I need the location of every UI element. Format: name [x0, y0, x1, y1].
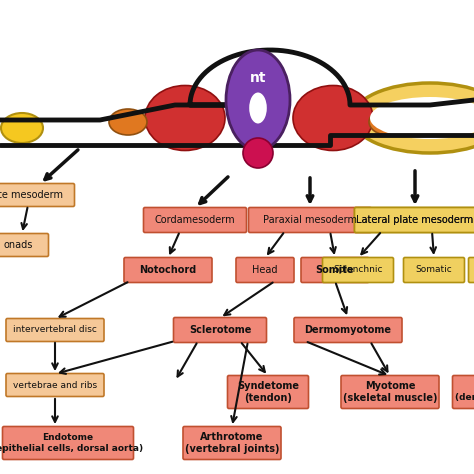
Text: Derm...
(dermis, ske...): Derm... (dermis, ske...) — [456, 383, 474, 401]
Text: Dermomyotome: Dermomyotome — [304, 325, 392, 335]
Text: Myotome
(skeletal muscle): Myotome (skeletal muscle) — [343, 381, 437, 403]
Text: Paraxial mesoderm: Paraxial mesoderm — [263, 215, 357, 225]
FancyBboxPatch shape — [248, 208, 372, 233]
Ellipse shape — [145, 85, 225, 151]
FancyBboxPatch shape — [294, 318, 402, 343]
FancyBboxPatch shape — [355, 208, 474, 233]
FancyBboxPatch shape — [6, 374, 104, 396]
Text: Lateral plate mesoderm: Lateral plate mesoderm — [356, 215, 474, 225]
Text: Cordamesoderm: Cordamesoderm — [155, 215, 235, 225]
FancyBboxPatch shape — [236, 257, 294, 283]
Text: intervertebral disc: intervertebral disc — [13, 326, 97, 335]
FancyBboxPatch shape — [183, 427, 281, 459]
FancyBboxPatch shape — [6, 319, 104, 341]
FancyBboxPatch shape — [355, 208, 474, 233]
Ellipse shape — [109, 109, 147, 135]
FancyBboxPatch shape — [0, 183, 74, 207]
FancyBboxPatch shape — [0, 234, 48, 256]
Text: Somatic: Somatic — [416, 265, 452, 274]
Text: Endotome
(epithelial cells, dorsal aorta): Endotome (epithelial cells, dorsal aorta… — [0, 433, 144, 453]
Ellipse shape — [293, 85, 373, 151]
FancyBboxPatch shape — [144, 208, 246, 233]
FancyBboxPatch shape — [2, 427, 134, 459]
Text: ate mesoderm: ate mesoderm — [0, 190, 64, 200]
FancyBboxPatch shape — [301, 257, 369, 283]
Ellipse shape — [353, 83, 474, 153]
Text: vertebrae and ribs: vertebrae and ribs — [13, 381, 97, 390]
FancyBboxPatch shape — [322, 257, 393, 283]
Text: Arthrotome
(vertebral joints): Arthrotome (vertebral joints) — [185, 432, 279, 454]
Text: Lateral plate mesoderm: Lateral plate mesoderm — [356, 215, 474, 225]
Text: Splanchnic: Splanchnic — [333, 265, 383, 274]
FancyBboxPatch shape — [468, 257, 474, 283]
Ellipse shape — [226, 50, 290, 150]
Ellipse shape — [370, 97, 474, 139]
Text: nt: nt — [250, 71, 266, 85]
FancyBboxPatch shape — [453, 375, 474, 409]
Ellipse shape — [369, 109, 407, 135]
Ellipse shape — [249, 92, 267, 124]
Ellipse shape — [243, 138, 273, 168]
FancyBboxPatch shape — [124, 257, 212, 283]
Text: Notochord: Notochord — [139, 265, 197, 275]
Text: Syndetome
(tendon): Syndetome (tendon) — [237, 381, 299, 403]
FancyBboxPatch shape — [341, 375, 439, 409]
Text: Sclerotome: Sclerotome — [189, 325, 251, 335]
FancyBboxPatch shape — [403, 257, 465, 283]
FancyBboxPatch shape — [173, 318, 266, 343]
Text: onads: onads — [3, 240, 33, 250]
Text: Somite: Somite — [316, 265, 354, 275]
Text: Head: Head — [252, 265, 278, 275]
Ellipse shape — [1, 113, 43, 143]
FancyBboxPatch shape — [228, 375, 309, 409]
